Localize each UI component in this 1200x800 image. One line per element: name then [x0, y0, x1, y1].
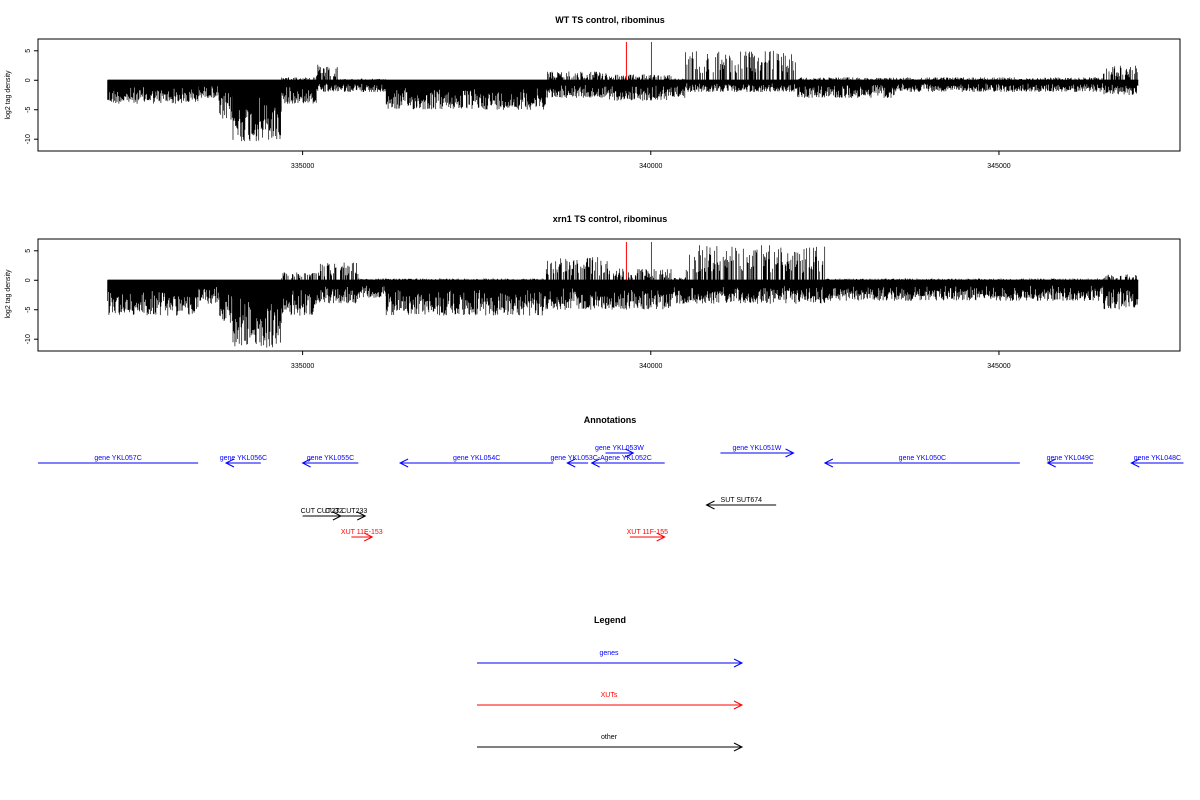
legend-label: other — [601, 734, 618, 741]
feature-arrow — [590, 458, 665, 468]
feature-arrow — [326, 511, 367, 521]
x-tick-label: 345000 — [987, 363, 1010, 370]
density-bar-group — [107, 245, 1139, 348]
xrn1-x-ticks: 335000 340000 345000 — [291, 351, 1011, 370]
feature-arrow — [351, 532, 374, 542]
feature-label: SUT SUT674 — [721, 497, 763, 504]
y-tick-label: 5 — [25, 49, 32, 53]
wt-density-panel: WT TS control, ribominus log2 tag densit… — [5, 15, 1181, 170]
feature-arrow — [566, 458, 589, 468]
xrn1-red-spikes — [625, 241, 652, 281]
density-bar-group — [107, 50, 1139, 142]
wt-panel-title: WT TS control, ribominus — [555, 15, 665, 25]
feature-arrow — [629, 532, 666, 542]
y-tick-label: -10 — [25, 334, 32, 344]
wt-y-ticks: -10 -5 0 5 — [25, 49, 38, 144]
feature-label: XUT 11F-155 — [627, 529, 668, 536]
feature-label: gene YKL049C — [1047, 455, 1094, 462]
legend-arrow — [477, 658, 744, 668]
feature-label: CUT CUT233 — [325, 508, 367, 515]
annotations-panel: Annotations gene YKL057C gene YKL056C gene… — [38, 415, 1184, 542]
y-tick-label: 0 — [25, 278, 32, 282]
wt-y-axis-label: log2 tag density — [5, 70, 12, 120]
feature-arrow — [823, 458, 1020, 468]
xrn1-y-ticks: -10 -5 0 5 — [25, 249, 38, 344]
feature-arrow — [301, 458, 359, 468]
wt-red-spikes — [625, 41, 652, 81]
y-tick-label: -5 — [25, 307, 32, 313]
legend-arrow — [477, 700, 744, 710]
y-tick-label: -5 — [25, 107, 32, 113]
feature-label: XUT 11E-153 — [341, 529, 383, 536]
feature-arrow — [224, 458, 261, 468]
xrn1-panel-title: xrn1 TS control, ribominus — [553, 214, 668, 224]
feature-label: gene YKL053C-A — [550, 455, 605, 462]
wt-density-bars — [107, 50, 1139, 142]
legend-panel: Legend genes XUTs other — [477, 615, 744, 752]
legend-label: genes — [599, 650, 619, 657]
feature-label: CUT CUT232 — [301, 508, 343, 515]
x-tick-label: 340000 — [639, 363, 662, 370]
x-tick-label: 345000 — [987, 163, 1010, 170]
y-tick-label: 0 — [25, 78, 32, 82]
xrn1-plot-frame — [37, 238, 1181, 352]
feature-label: gene YKL057C — [94, 455, 141, 462]
feature-label: gene YKL048C — [1134, 455, 1181, 462]
feature-arrow — [1130, 458, 1184, 468]
legend-items: genes XUTs other — [477, 650, 744, 752]
feature-label: gene YKL050C — [899, 455, 946, 462]
feature-arrow — [720, 448, 795, 458]
annotation-features: gene YKL057C gene YKL056C gene YKL055C gene… — [38, 445, 1184, 542]
legend-arrow — [477, 742, 744, 752]
feature-label: gene YKL055C — [307, 455, 354, 462]
feature-label: gene YKL053W — [595, 445, 644, 452]
annotations-title: Annotations — [584, 415, 637, 425]
x-tick-label: 340000 — [639, 163, 662, 170]
wt-plot-frame — [37, 38, 1181, 152]
xrn1-density-panel: xrn1 TS control, ribominus log2 tag dens… — [5, 214, 1181, 370]
y-tick-label: 5 — [25, 249, 32, 253]
feature-label: gene YKL054C — [453, 455, 500, 462]
x-tick-label: 335000 — [291, 363, 314, 370]
legend-label: XUTs — [601, 692, 618, 699]
feature-label: gene YKL052C — [604, 455, 651, 462]
x-tick-label: 335000 — [291, 163, 314, 170]
xrn1-density-bars — [107, 245, 1139, 348]
feature-arrow — [1046, 458, 1093, 468]
y-tick-label: -10 — [25, 134, 32, 144]
feature-arrow — [605, 448, 635, 458]
feature-arrow — [398, 458, 554, 468]
feature-label: gene YKL056C — [220, 455, 267, 462]
feature-arrow — [705, 500, 777, 510]
legend-title: Legend — [594, 615, 626, 625]
feature-label: gene YKL051W — [733, 445, 782, 452]
xrn1-y-axis-label: log2 tag density — [5, 269, 12, 319]
wt-x-ticks: 335000 340000 345000 — [291, 151, 1011, 170]
